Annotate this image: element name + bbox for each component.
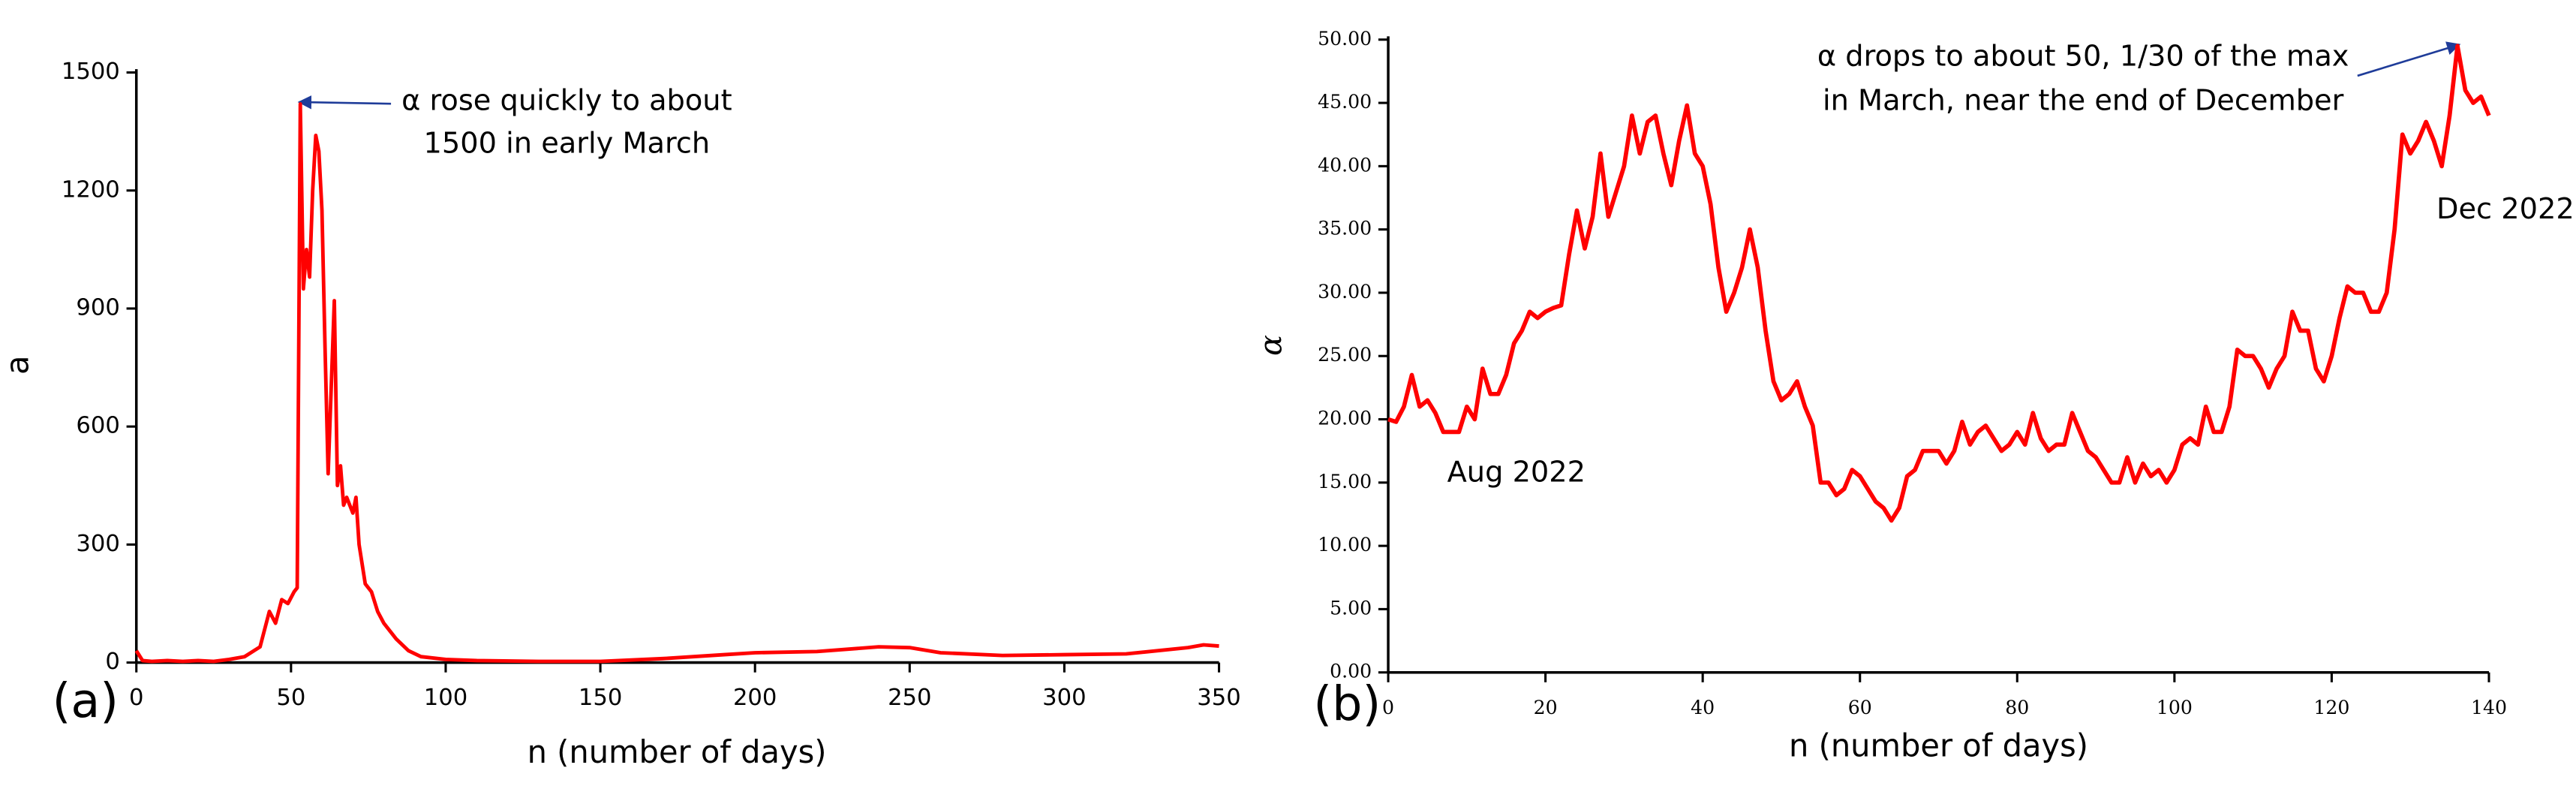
- y-tick-label: 300: [76, 531, 119, 557]
- data-line: [134, 102, 1219, 664]
- x-axis-label: n (number of days): [1789, 727, 2088, 763]
- y-tick-label: 20.00: [1318, 408, 1372, 429]
- y-tick-label: 5.00: [1330, 597, 1372, 619]
- y-tick-label: 35.00: [1318, 218, 1372, 239]
- y-tick-label: 25.00: [1318, 344, 1372, 366]
- annotation: α rose quickly to about: [401, 83, 732, 117]
- y-axis-label: a: [0, 356, 35, 375]
- annotation-arrow: [2357, 41, 2461, 77]
- x-tick-label: 100: [424, 685, 467, 711]
- annotation: Dec 2022: [2436, 192, 2574, 226]
- x-tick-label: 350: [1197, 685, 1240, 711]
- y-tick-label: 1500: [62, 59, 120, 85]
- y-tick-label: 30.00: [1318, 281, 1372, 303]
- panel-label: (b): [1313, 676, 1381, 731]
- x-axis-label: n (number of days): [528, 733, 827, 770]
- y-tick-label: 50.00: [1318, 28, 1372, 50]
- x-tick-label: 50: [276, 685, 305, 711]
- y-tick-label: 45.00: [1318, 91, 1372, 113]
- y-tick-label: 15.00: [1318, 471, 1372, 492]
- y-tick-label: 1200: [62, 176, 120, 203]
- y-tick-label: 40.00: [1318, 154, 1372, 176]
- y-tick-label: 10.00: [1318, 534, 1372, 556]
- x-tick-label: 120: [2313, 697, 2349, 718]
- x-tick-label: 0: [1382, 697, 1394, 718]
- x-tick-label: 100: [2157, 697, 2193, 718]
- x-tick-label: 60: [1848, 697, 1872, 718]
- panel-label: (a): [53, 673, 119, 728]
- y-axis-label: α: [1252, 335, 1288, 356]
- x-tick-label: 80: [2005, 697, 2029, 718]
- x-tick-label: 300: [1042, 685, 1086, 711]
- annotation: 1500 in early March: [423, 126, 710, 160]
- annotation: Aug 2022: [1447, 455, 1586, 489]
- y-tick-label: 900: [76, 294, 119, 321]
- y-tick-label: 600: [76, 413, 119, 439]
- data-line: [1387, 44, 2491, 523]
- x-tick-label: 20: [1534, 697, 1558, 718]
- x-tick-label: 200: [733, 685, 777, 711]
- x-tick-label: 250: [888, 685, 931, 711]
- annotation-arrow: [297, 95, 392, 110]
- x-tick-label: 140: [2471, 697, 2507, 718]
- x-tick-label: 40: [1691, 697, 1715, 718]
- annotation: α drops to about 50, 1/30 of the max: [1817, 39, 2349, 73]
- annotation: in March, near the end of December: [1823, 83, 2344, 117]
- x-tick-label: 0: [129, 685, 144, 711]
- y-tick-label: 0.00: [1330, 661, 1372, 682]
- x-tick-label: 150: [579, 685, 622, 711]
- y-tick-label: 0: [105, 649, 119, 675]
